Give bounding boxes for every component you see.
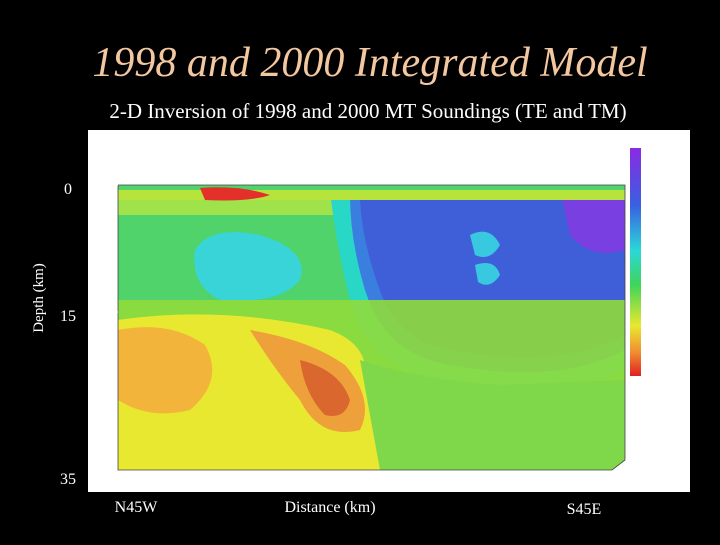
bottom-label: Distance (km): [284, 499, 375, 516]
y-axis-label: Depth (km): [31, 263, 47, 333]
bottom-label: S45E: [567, 501, 602, 518]
depth-label: 15: [60, 308, 76, 325]
bottom-label: N45W: [115, 499, 159, 516]
depth-label: 35: [60, 471, 76, 488]
slide-title: 1998 and 2000 Integrated Model: [92, 40, 647, 86]
inversion-image: [88, 130, 690, 492]
slide-subtitle: 2-D Inversion of 1998 and 2000 MT Soundi…: [109, 99, 626, 123]
depth-label: 0: [64, 181, 72, 198]
contour-plot: [118, 185, 625, 470]
color-bar: [630, 148, 641, 376]
